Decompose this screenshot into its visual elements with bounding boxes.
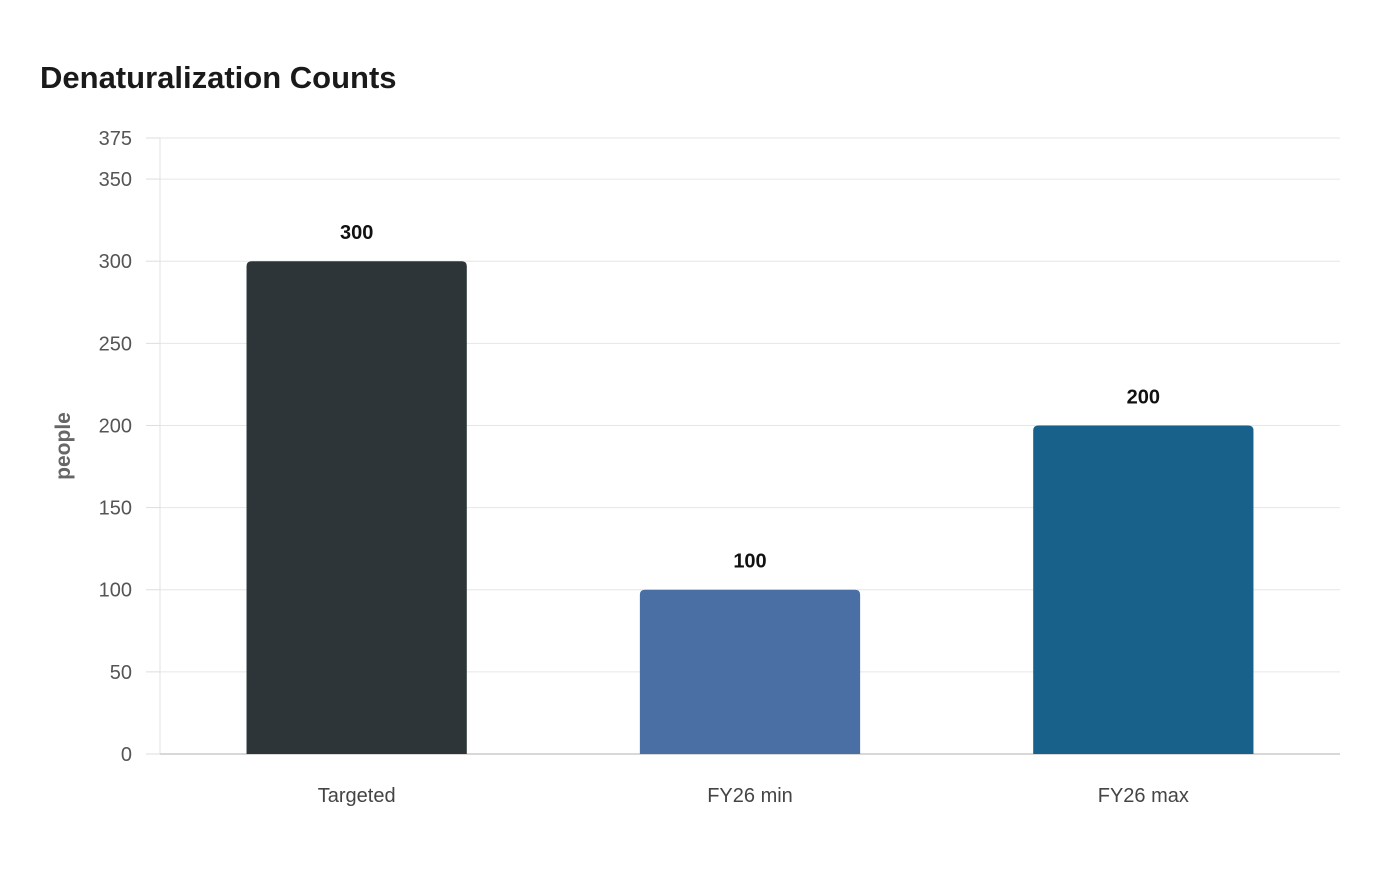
bars [246,261,1254,754]
x-category-label: Targeted [318,785,396,807]
data-label: 200 [1127,386,1160,408]
y-tick-label: 300 [99,251,132,273]
y-tick-label: 350 [99,169,132,191]
x-category-label: FY26 min [707,785,793,807]
y-tick-labels: 0 50 100 150 200 250 300 350 375 [99,128,132,766]
data-labels: 300 100 200 [340,222,1160,573]
y-axis-title: people [52,412,75,480]
y-tick-label: 250 [99,333,132,355]
data-label: 100 [733,551,766,573]
y-tick-label: 0 [121,744,132,766]
bar-targeted [246,261,467,754]
chart-title: Denaturalization Counts [40,60,397,95]
y-tick-label: 100 [99,580,132,602]
bar-fy26-max [1033,425,1254,754]
bar-fy26-min [639,589,861,754]
y-tick-label: 375 [99,128,132,150]
y-tick-label: 150 [99,498,132,520]
x-category-label: FY26 max [1098,785,1189,807]
x-category-labels: Targeted FY26 min FY26 max [318,785,1189,807]
y-tick-label: 50 [110,662,132,684]
data-label: 300 [340,222,373,244]
y-tick-label: 200 [99,415,132,437]
